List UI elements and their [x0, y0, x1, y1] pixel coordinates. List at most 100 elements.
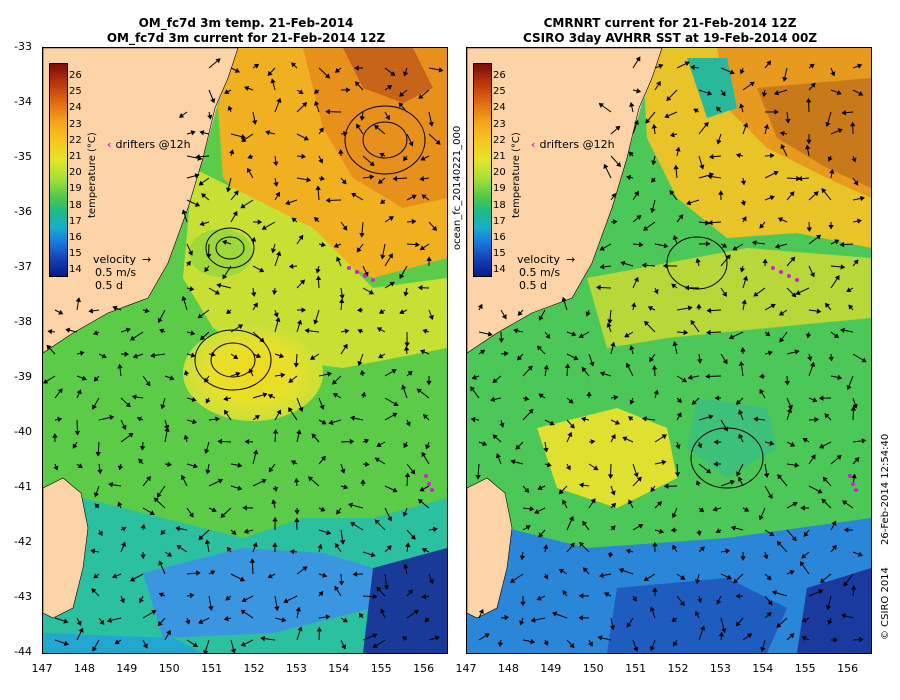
velocity-arrowhead	[777, 474, 783, 480]
velocity-arrowhead	[644, 320, 650, 326]
velocity-arrowhead	[320, 506, 326, 512]
velocity-arrowhead	[706, 307, 712, 314]
velocity-arrowhead	[379, 152, 385, 158]
velocity-arrowhead	[298, 406, 304, 412]
velocity-legend-time: 0.5 d	[519, 279, 547, 292]
velocity-arrowhead	[850, 121, 856, 127]
velocity-arrowhead	[421, 548, 427, 553]
velocity-arrowhead	[46, 344, 52, 350]
velocity-arrowhead	[652, 541, 658, 547]
velocity-arrowhead	[780, 143, 786, 150]
velocity-arrowhead	[351, 192, 357, 198]
velocity-arrowhead	[650, 486, 656, 493]
velocity-arrowhead	[690, 319, 696, 326]
velocity-arrowhead	[301, 307, 306, 313]
velocity-arrowhead	[562, 499, 567, 505]
velocity-arrowhead	[210, 351, 216, 358]
velocity-arrowhead	[708, 219, 713, 226]
velocity-arrowhead	[843, 527, 849, 533]
velocity-arrowhead	[204, 266, 210, 273]
velocity-arrowhead	[741, 299, 747, 305]
velocity-arrowhead	[501, 314, 507, 320]
velocity-arrowhead	[672, 544, 678, 550]
velocity-arrowhead	[789, 633, 795, 639]
velocity-arrowhead	[288, 407, 293, 413]
velocity-arrowhead	[713, 461, 718, 467]
velocity-arrowhead	[191, 396, 197, 403]
velocity-arrowhead	[786, 407, 793, 413]
velocity-arrowhead	[321, 419, 327, 425]
velocity-arrowhead	[840, 327, 845, 334]
velocity-arrowhead	[359, 232, 365, 238]
velocity-arrowhead	[328, 419, 334, 425]
velocity-legend-scale: 0.5 m/s	[95, 266, 137, 279]
velocity-arrowhead	[678, 214, 684, 220]
velocity-arrowhead	[242, 505, 247, 511]
velocity-arrowhead	[352, 571, 358, 577]
velocity-arrowhead	[378, 353, 384, 359]
velocity-arrowhead	[753, 291, 759, 297]
velocity-arrowhead	[620, 260, 626, 267]
velocity-arrowhead	[629, 399, 635, 405]
velocity-arrowhead	[578, 615, 583, 621]
velocity-arrowhead	[837, 374, 843, 381]
velocity-arrowhead	[422, 328, 428, 334]
velocity-arrowhead	[403, 563, 409, 569]
velocity-arrowhead	[596, 284, 601, 291]
velocity-arrowhead	[490, 396, 495, 403]
velocity-arrowhead	[251, 120, 258, 125]
velocity-arrowhead	[334, 67, 341, 73]
velocity-arrowhead	[503, 350, 509, 357]
velocity-arrowhead	[404, 342, 410, 347]
velocity-arrowhead	[79, 350, 85, 356]
velocity-arrowhead	[109, 414, 115, 421]
velocity-arrowhead	[280, 372, 286, 378]
velocity-arrowhead	[119, 598, 125, 604]
velocity-arrowhead	[805, 97, 812, 103]
velocity-arrowhead	[543, 364, 549, 370]
velocity-arrowhead	[225, 595, 231, 601]
velocity-arrowhead	[273, 312, 279, 318]
velocity-arrowhead	[93, 492, 99, 498]
velocity-arrowhead	[763, 473, 770, 478]
velocity-arrowhead	[270, 78, 276, 84]
velocity-arrowhead	[707, 90, 713, 96]
velocity-arrowhead	[192, 463, 198, 469]
velocity-arrowhead	[763, 124, 770, 130]
velocity-arrowhead	[759, 373, 764, 379]
velocity-arrowhead	[232, 354, 239, 360]
velocity-arrowhead	[217, 438, 223, 445]
velocity-arrowhead	[112, 305, 118, 311]
velocity-arrowhead	[403, 442, 409, 449]
velocity-arrowhead	[320, 455, 326, 461]
velocity-arrowhead	[354, 65, 359, 71]
velocity-arrowhead	[697, 443, 703, 449]
velocity-arrowhead	[117, 363, 123, 369]
velocity-arrowhead	[766, 575, 772, 581]
velocity-arrowhead	[117, 465, 124, 471]
colorbar-tick-label: 25	[69, 86, 82, 98]
velocity-arrowhead	[88, 308, 94, 314]
velocity-arrowhead	[183, 370, 190, 376]
velocity-arrowhead	[725, 548, 731, 554]
velocity-arrowhead	[611, 193, 617, 199]
velocity-arrowhead	[837, 128, 843, 134]
velocity-arrowhead	[401, 384, 407, 390]
velocity-arrowhead	[273, 161, 279, 167]
velocity-arrowhead	[728, 334, 735, 340]
velocity-arrowhead	[344, 328, 350, 334]
x-tick-label: 151	[625, 662, 647, 675]
velocity-legend-time: 0.5 d	[95, 279, 123, 292]
colorbar-tick-label: 26	[493, 70, 506, 81]
velocity-arrowhead	[802, 438, 808, 443]
velocity-arrowhead	[697, 598, 703, 604]
velocity-arrowhead	[272, 542, 278, 547]
velocity-arrowhead	[470, 416, 476, 423]
velocity-arrowhead	[497, 642, 504, 647]
velocity-arrowhead	[295, 606, 301, 612]
velocity-arrowhead	[671, 617, 677, 622]
velocity-arrowhead	[288, 377, 294, 383]
velocity-arrowhead	[625, 548, 631, 554]
velocity-arrowhead	[784, 380, 790, 386]
velocity-arrowhead	[676, 412, 682, 418]
